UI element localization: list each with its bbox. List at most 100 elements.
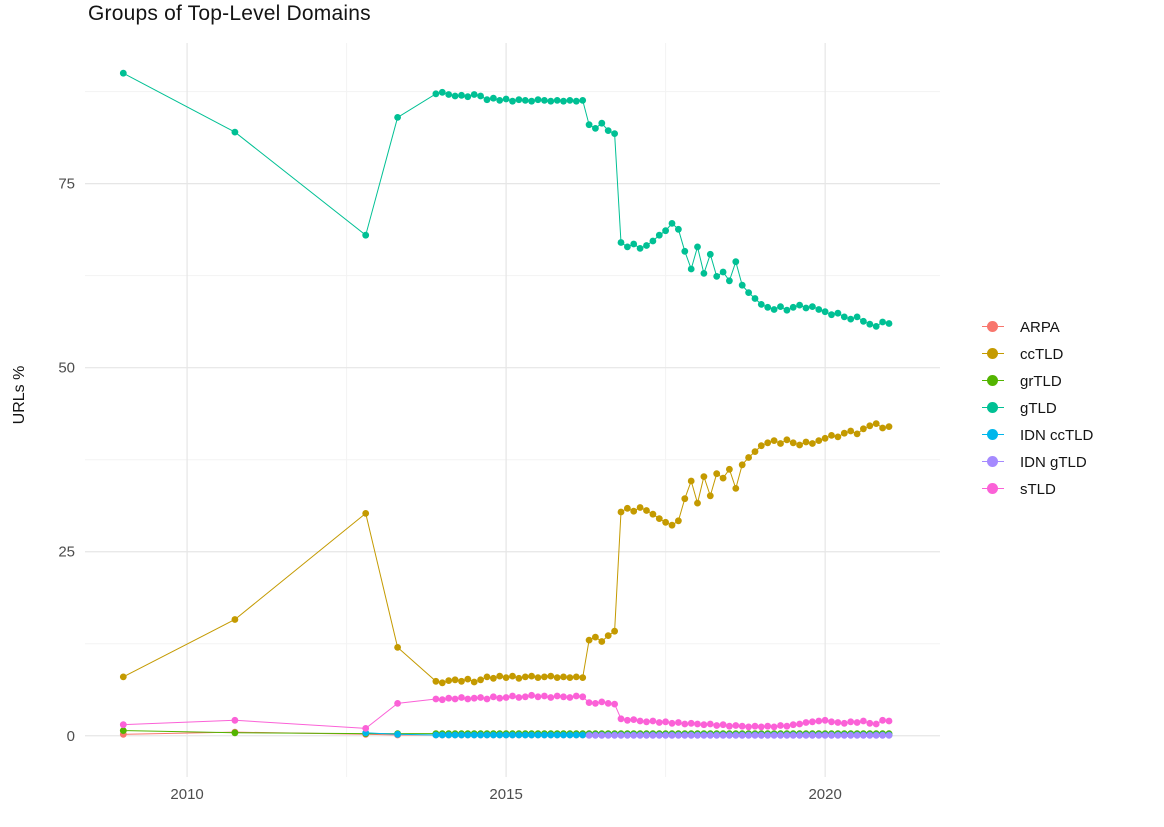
legend-key-icon [982, 320, 1004, 334]
data-point [598, 698, 606, 706]
data-point [231, 729, 239, 737]
data-point [668, 719, 676, 727]
data-point [840, 732, 848, 739]
data-point [636, 245, 644, 252]
data-point [687, 265, 695, 273]
data-point [509, 97, 516, 105]
data-point [662, 227, 669, 235]
data-point [528, 691, 535, 699]
data-point [745, 454, 752, 461]
data-point [732, 722, 740, 729]
data-point [719, 268, 727, 276]
data-point [655, 719, 663, 726]
data-point [789, 439, 797, 447]
data-point [738, 732, 746, 739]
data-point [611, 627, 618, 635]
data-point [815, 437, 823, 444]
data-point [541, 692, 548, 700]
data-point [119, 721, 127, 729]
data-point [828, 718, 835, 726]
legend-key-dot [987, 456, 998, 467]
data-point [470, 678, 478, 686]
data-point [560, 731, 567, 739]
data-point [231, 128, 239, 136]
data-point [477, 676, 484, 684]
data-point [490, 693, 497, 701]
data-point [879, 732, 886, 739]
data-point [432, 731, 440, 739]
data-point [566, 97, 574, 104]
data-point [681, 247, 689, 255]
data-point [643, 732, 650, 739]
data-point [502, 95, 510, 103]
data-point [726, 465, 733, 473]
plot-area: 0 25 50 75 2010 2015 2020 [58, 43, 940, 803]
data-point [553, 674, 561, 681]
data-point [866, 719, 874, 727]
data-point [553, 731, 561, 739]
data-point [579, 674, 587, 681]
data-point [745, 732, 752, 739]
data-point [483, 695, 491, 703]
data-point [675, 719, 682, 726]
data-point [815, 717, 823, 725]
data-point [604, 632, 612, 639]
data-point [445, 91, 453, 98]
data-point [879, 716, 886, 724]
data-point [534, 674, 542, 681]
data-point [796, 301, 803, 309]
data-point [796, 720, 803, 728]
y-tick-label: 75 [58, 176, 75, 193]
data-point [668, 521, 676, 529]
data-point [649, 237, 657, 245]
legend-item-idn-cctld: IDN ccTLD [982, 426, 1093, 444]
data-point [809, 732, 816, 739]
data-point [636, 717, 644, 725]
data-point [732, 485, 740, 492]
data-point [847, 718, 855, 726]
data-point [828, 432, 835, 439]
data-point [713, 722, 721, 729]
data-point [592, 125, 599, 132]
data-point [757, 301, 765, 308]
data-point [592, 633, 599, 641]
data-point [719, 721, 727, 729]
data-point [585, 699, 593, 706]
y-tick-label: 0 [67, 728, 75, 745]
data-point [840, 719, 848, 727]
data-point [706, 250, 714, 258]
data-point [700, 732, 708, 739]
data-point [528, 672, 535, 680]
legend: ARPA ccTLD grTLD gTLD IDN ccTLD IDN gTLD sTLD [982, 318, 1093, 498]
data-point [840, 429, 848, 437]
data-point [451, 695, 459, 703]
data-point [866, 422, 874, 430]
data-point [655, 732, 663, 739]
data-point [624, 716, 631, 724]
data-point [694, 732, 701, 739]
data-point [630, 732, 638, 739]
data-point [738, 281, 746, 289]
data-point [687, 719, 695, 727]
legend-key-icon [982, 455, 1004, 469]
data-point [515, 731, 523, 739]
data-point [700, 473, 708, 480]
data-point [432, 695, 440, 703]
data-point [490, 731, 497, 739]
data-point [860, 732, 867, 739]
data-point [681, 720, 689, 728]
data-point [560, 693, 567, 701]
data-point [885, 732, 893, 739]
data-point [617, 239, 625, 246]
data-point [515, 96, 523, 104]
data-point [451, 731, 459, 739]
data-point [751, 448, 759, 455]
data-point [438, 679, 446, 687]
data-point [694, 720, 701, 728]
data-point [713, 470, 721, 478]
data-point [502, 731, 510, 739]
data-point [604, 732, 612, 739]
data-point [464, 675, 472, 683]
data-point [483, 731, 491, 739]
legend-item-gtld: gTLD [982, 399, 1093, 417]
